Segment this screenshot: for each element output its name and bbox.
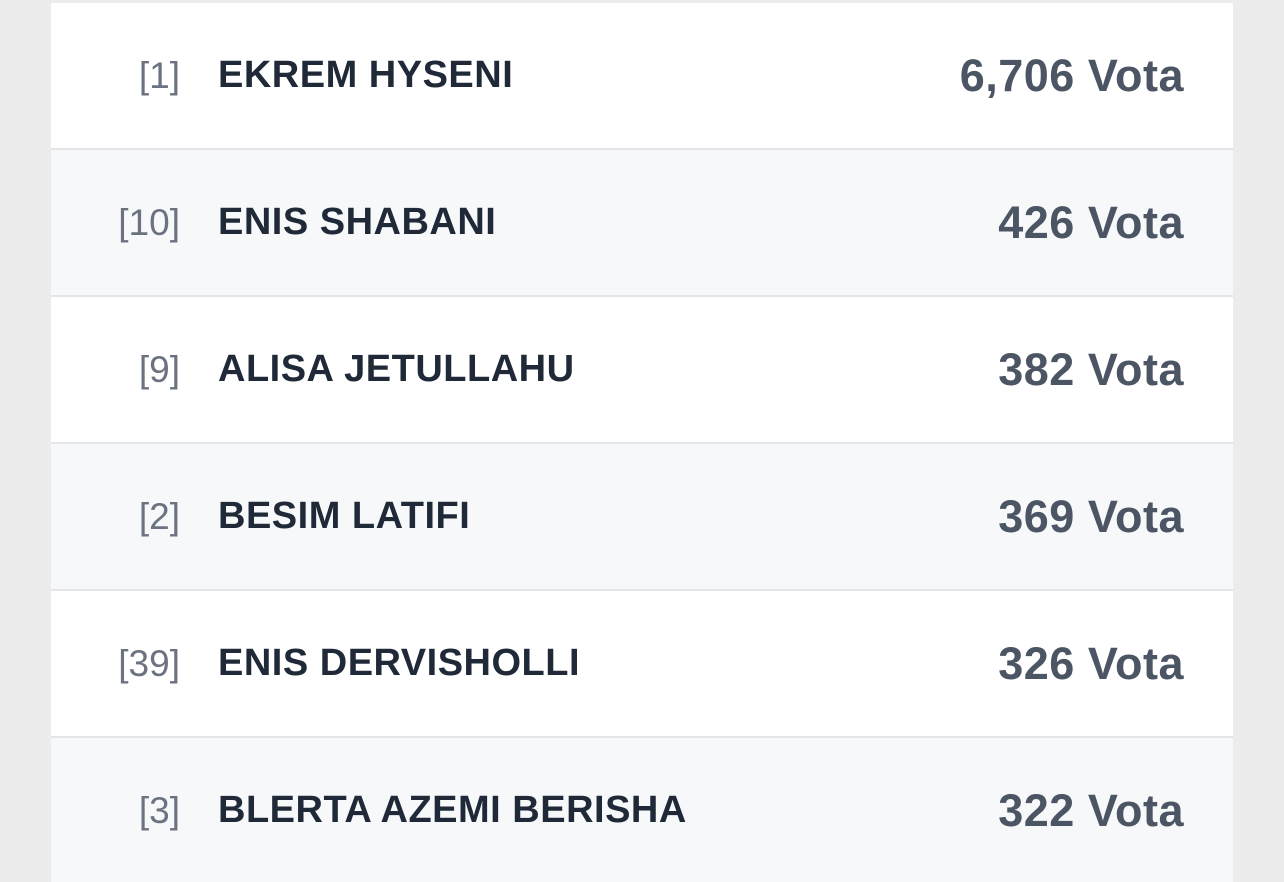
vote-count: 326 Vota [998, 637, 1184, 689]
candidate-name: ENIS DERVISHOLLI [218, 642, 581, 684]
vote-count: 322 Vota [998, 784, 1184, 836]
candidate-row[interactable]: [9] ALISA JETULLAHU 382 Vota [51, 297, 1233, 444]
candidate-row[interactable]: [2] BESIM LATIFI 369 Vota [51, 444, 1233, 591]
candidate-name: BESIM LATIFI [218, 495, 471, 537]
candidate-number: [1] [138, 54, 180, 96]
candidate-number: [10] [118, 201, 180, 243]
vote-count: 369 Vota [998, 490, 1184, 542]
candidate-number: [39] [118, 642, 180, 684]
candidate-number: [3] [138, 789, 180, 831]
vote-count: 382 Vota [998, 343, 1184, 395]
candidate-name: ALISA JETULLAHU [218, 348, 575, 390]
candidate-row[interactable]: [3] BLERTA AZEMI BERISHA 322 Vota [51, 738, 1233, 882]
candidate-row[interactable]: [39] ENIS DERVISHOLLI 326 Vota [51, 591, 1233, 738]
candidate-number: [9] [138, 348, 180, 390]
vote-count: 6,706 Vota [959, 49, 1184, 101]
candidate-row[interactable]: [10] ENIS SHABANI 426 Vota [51, 150, 1233, 297]
candidate-row[interactable]: [1] EKREM HYSENI 6,706 Vota [51, 3, 1233, 150]
candidate-name: EKREM HYSENI [218, 54, 514, 96]
candidate-number: [2] [138, 495, 180, 537]
results-list: [1] EKREM HYSENI 6,706 Vota [10] ENIS SHABAN… [51, 3, 1233, 882]
candidate-name: ENIS SHABANI [218, 201, 497, 243]
candidate-name: BLERTA AZEMI BERISHA [218, 789, 687, 831]
vote-count: 426 Vota [998, 196, 1184, 248]
